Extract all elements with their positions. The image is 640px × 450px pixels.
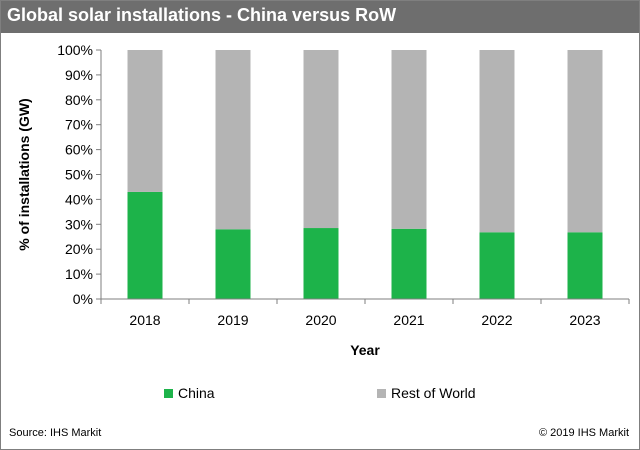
x-tick-label: 2020 (305, 312, 336, 328)
y-axis-title: % of installations (GW) (16, 98, 32, 250)
bar-china-2022 (479, 232, 515, 299)
y-tick-label: 90% (65, 67, 93, 83)
copyright-note: © 2019 IHS Markit (538, 427, 629, 439)
bar-rest-of-world-2021 (391, 50, 427, 229)
bar-china-2018 (127, 191, 163, 299)
bar-rest-of-world-2018 (127, 50, 163, 192)
x-tick-label: 2019 (217, 312, 248, 328)
bar-rest-of-world-2019 (215, 50, 251, 230)
y-tick-label: 20% (65, 241, 93, 257)
legend-item-rest-of-world: Rest of World (377, 385, 476, 401)
y-tick-label: 10% (65, 266, 93, 282)
legend-label-rest-of-world: Rest of World (391, 385, 476, 401)
x-tick-label: 2021 (393, 312, 424, 328)
bar-rest-of-world-2022 (479, 50, 515, 233)
x-axis-title: Year (350, 342, 380, 358)
legend-swatch-rest-of-world (377, 388, 386, 398)
bar-china-2021 (391, 228, 427, 299)
y-tick-label: 40% (65, 191, 93, 207)
chart-title: Global solar installations - China versu… (7, 5, 397, 25)
legend-label-china: China (178, 385, 215, 401)
x-tick-label: 2023 (569, 312, 600, 328)
legend: China Rest of World (1, 385, 639, 405)
bar-china-2019 (215, 229, 251, 299)
bar-rest-of-world-2023 (567, 50, 603, 233)
y-tick-label: 80% (65, 92, 93, 108)
source-note: Source: IHS Markit (9, 427, 102, 439)
y-tick-label: 60% (65, 142, 93, 158)
title-bar: Global solar installations - China versu… (1, 1, 639, 33)
y-tick-label: 30% (65, 216, 93, 232)
bar-rest-of-world-2020 (303, 50, 339, 229)
y-tick-label: 0% (73, 291, 93, 307)
legend-item-china: China (164, 385, 215, 401)
x-tick-label: 2022 (481, 312, 512, 328)
bar-china-2020 (303, 228, 339, 299)
y-tick-label: 50% (65, 167, 93, 183)
y-tick-label: 100% (57, 42, 93, 58)
x-tick-label: 2018 (129, 312, 160, 328)
y-tick-label: 70% (65, 117, 93, 133)
bar-china-2023 (567, 232, 603, 299)
legend-swatch-china (164, 388, 173, 398)
